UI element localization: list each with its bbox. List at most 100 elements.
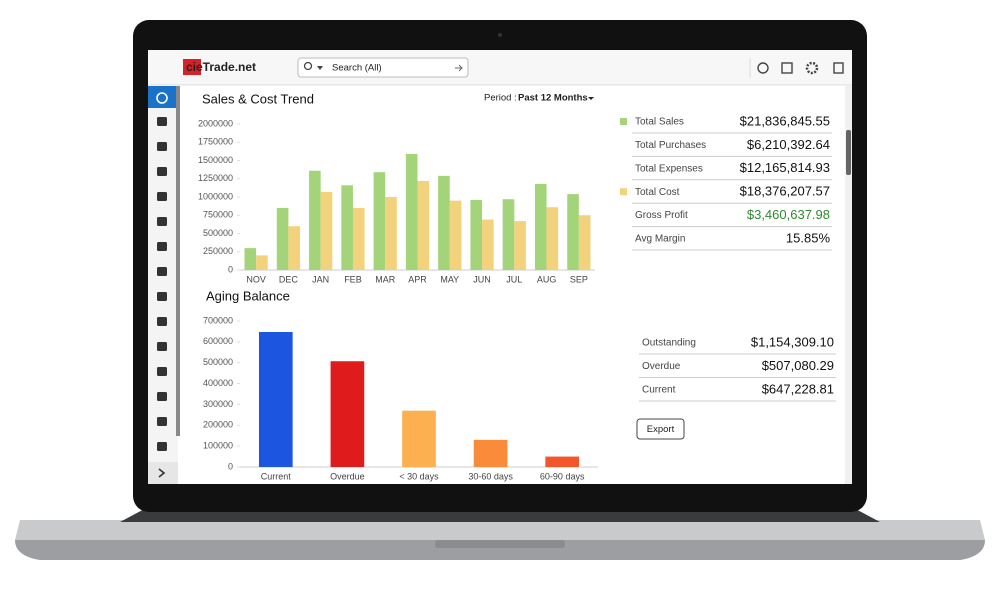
- sidebar-icon: [157, 242, 167, 251]
- row-label: Avg Margin: [635, 234, 685, 245]
- row-label: Total Sales: [635, 117, 684, 128]
- row-value: $507,080.29: [762, 358, 834, 373]
- x-tick-label: Current: [261, 471, 292, 481]
- sidebar-icon: [157, 317, 167, 326]
- logo: cieTrade.net: [186, 60, 256, 74]
- logo-mark: [183, 59, 201, 75]
- y-tick-label: 500000: [203, 228, 233, 238]
- x-tick-label: JUN: [473, 274, 491, 284]
- calendar-icon[interactable]: [833, 62, 844, 74]
- sidebar-icons: [157, 117, 167, 451]
- x-tick-label: JAN: [312, 274, 329, 284]
- chevron: [158, 468, 166, 478]
- legend-swatch: [620, 188, 627, 196]
- y-tick-label: 2000000: [198, 118, 233, 128]
- legend-swatch: [620, 118, 627, 125]
- history-icon[interactable]: [757, 62, 769, 74]
- row-label: Current: [642, 385, 676, 396]
- sidebar-active[interactable]: [148, 86, 176, 108]
- x-tick-label: MAY: [440, 274, 459, 284]
- search-icon: [303, 61, 313, 71]
- bar: [545, 456, 580, 467]
- row-label: Outstanding: [642, 338, 696, 349]
- open-icon[interactable]: [781, 62, 793, 74]
- bar: [578, 215, 591, 270]
- row-label: Total Purchases: [635, 140, 706, 151]
- bar: [417, 180, 430, 270]
- row-value: $1,154,309.10: [751, 334, 834, 349]
- sidebar-scroll: [176, 86, 180, 436]
- x-tick-label: APR: [408, 274, 427, 284]
- y-tick-label: 600000: [203, 336, 233, 346]
- y-tick-label: 400000: [203, 378, 233, 388]
- sidebar-icon: [157, 442, 167, 451]
- x-tick-label: Overdue: [330, 471, 365, 481]
- bar: [244, 248, 257, 270]
- bar: [309, 170, 321, 270]
- settings-icon[interactable]: [805, 61, 819, 75]
- export-button[interactable]: [636, 418, 685, 440]
- row-value: $12,165,814.93: [740, 160, 830, 175]
- row-value: $21,836,845.55: [740, 113, 830, 128]
- search-box[interactable]: [297, 57, 469, 78]
- row-label: Total Cost: [635, 187, 680, 198]
- export-label: Export: [647, 424, 675, 435]
- row-value: 15.85%: [786, 230, 831, 245]
- x-tick-label: JUL: [506, 274, 522, 284]
- bar: [567, 194, 579, 270]
- period-value[interactable]: Past 12 Months: [518, 93, 588, 104]
- sidebar-icon: [157, 392, 167, 401]
- camera: [498, 33, 502, 37]
- bar: [546, 207, 559, 270]
- x-tick-label: FEB: [344, 274, 362, 284]
- row-label: Total Expenses: [635, 163, 703, 174]
- y-tick-label: 500000: [203, 357, 233, 367]
- y-tick-label: 0: [228, 461, 233, 471]
- sidebar-icon: [157, 142, 167, 151]
- bar: [502, 199, 515, 270]
- bar: [514, 221, 526, 270]
- sidebar-icon: [157, 367, 167, 376]
- x-tick-label: AUG: [537, 274, 557, 284]
- bar: [405, 153, 418, 270]
- search-go[interactable]: [455, 64, 463, 72]
- bar: [373, 172, 386, 270]
- bar: [341, 185, 353, 270]
- laptop-notch: [435, 540, 565, 548]
- x-tick-label: SEP: [570, 274, 588, 284]
- x-tick-label: MAR: [375, 274, 396, 284]
- bar: [482, 219, 494, 270]
- y-tick-label: 1500000: [198, 155, 233, 165]
- sidebar-icon: [157, 167, 167, 176]
- y-tick-label: 200000: [203, 420, 233, 430]
- y-tick-label: 1250000: [198, 173, 233, 183]
- bar: [276, 207, 289, 270]
- x-tick-label: DEC: [279, 274, 299, 284]
- row-label: Gross Profit: [635, 210, 688, 221]
- bar: [449, 200, 462, 270]
- sidebar-icon: [157, 417, 167, 426]
- x-tick-label: 30-60 days: [468, 471, 513, 481]
- sidebar-icon: [157, 192, 167, 201]
- y-tick-label: 1000000: [198, 191, 233, 201]
- sidebar-icon: [157, 117, 167, 126]
- bar: [385, 197, 397, 270]
- x-tick-label: 60-90 days: [540, 471, 585, 481]
- sidebar-icon: [157, 267, 167, 276]
- chart-title: Sales & Cost Trend: [202, 91, 314, 106]
- y-tick-label: 250000: [203, 246, 233, 256]
- row-value: $6,210,392.64: [747, 137, 830, 152]
- sidebar-icon: [157, 342, 167, 351]
- y-tick-label: 300000: [203, 399, 233, 409]
- period-label: Period :: [484, 93, 517, 104]
- search-dropdown: [317, 66, 323, 70]
- top-bar: [148, 50, 852, 85]
- search-placeholder: Search (All): [332, 63, 382, 74]
- bar: [402, 410, 436, 467]
- sidebar-icon: [157, 292, 167, 301]
- row-value: $647,228.81: [762, 381, 834, 396]
- y-tick-label: 1750000: [198, 137, 233, 147]
- bar: [438, 175, 450, 270]
- bar: [258, 332, 293, 467]
- y-tick-label: 0: [228, 264, 233, 274]
